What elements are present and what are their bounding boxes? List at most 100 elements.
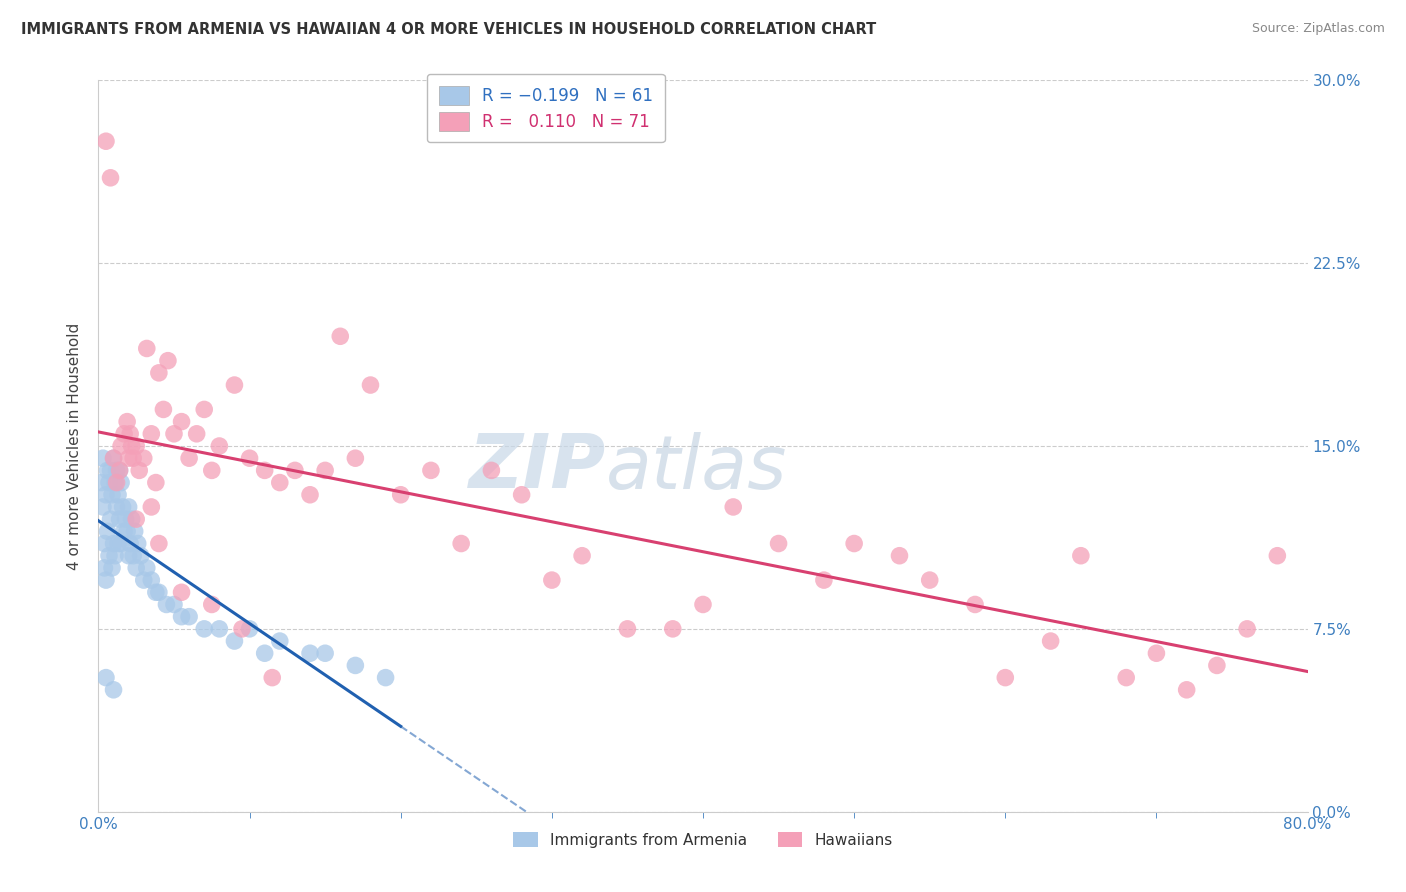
Point bbox=[90, 475, 112, 490]
Text: ZIP: ZIP bbox=[470, 432, 606, 505]
Point bbox=[148, 366, 170, 380]
Point bbox=[179, 609, 201, 624]
Point bbox=[94, 573, 117, 587]
Point bbox=[128, 463, 150, 477]
Point bbox=[208, 622, 231, 636]
Point bbox=[155, 598, 177, 612]
Point bbox=[120, 426, 142, 441]
Point bbox=[193, 622, 215, 636]
Point bbox=[121, 512, 143, 526]
Point bbox=[1070, 549, 1092, 563]
Point bbox=[692, 598, 714, 612]
Point bbox=[813, 573, 835, 587]
Point bbox=[201, 463, 224, 477]
Point bbox=[510, 488, 533, 502]
Point bbox=[110, 475, 132, 490]
Point bbox=[768, 536, 790, 550]
Point bbox=[105, 475, 128, 490]
Point bbox=[108, 463, 131, 477]
Point bbox=[122, 451, 145, 466]
Point bbox=[918, 573, 941, 587]
Point bbox=[224, 378, 246, 392]
Point bbox=[141, 573, 163, 587]
Point bbox=[224, 634, 246, 648]
Point bbox=[1267, 549, 1289, 563]
Point bbox=[314, 463, 336, 477]
Point bbox=[100, 170, 122, 185]
Point bbox=[118, 451, 141, 466]
Point bbox=[91, 500, 114, 514]
Point bbox=[208, 439, 231, 453]
Point bbox=[129, 549, 152, 563]
Point bbox=[135, 561, 157, 575]
Point bbox=[148, 585, 170, 599]
Point bbox=[661, 622, 683, 636]
Text: Source: ZipAtlas.com: Source: ZipAtlas.com bbox=[1251, 22, 1385, 36]
Point bbox=[481, 463, 503, 477]
Point bbox=[239, 451, 262, 466]
Point bbox=[100, 463, 122, 477]
Point bbox=[1236, 622, 1258, 636]
Point bbox=[107, 536, 129, 550]
Point bbox=[262, 671, 284, 685]
Point bbox=[420, 463, 443, 477]
Point bbox=[179, 451, 201, 466]
Point bbox=[112, 426, 135, 441]
Point bbox=[329, 329, 352, 343]
Point bbox=[108, 463, 131, 477]
Point bbox=[193, 402, 215, 417]
Point bbox=[450, 536, 472, 550]
Text: IMMIGRANTS FROM ARMENIA VS HAWAIIAN 4 OR MORE VEHICLES IN HOUSEHOLD CORRELATION : IMMIGRANTS FROM ARMENIA VS HAWAIIAN 4 OR… bbox=[21, 22, 876, 37]
Point bbox=[571, 549, 593, 563]
Point bbox=[101, 561, 124, 575]
Point bbox=[163, 426, 186, 441]
Point bbox=[1115, 671, 1137, 685]
Point bbox=[314, 646, 336, 660]
Point bbox=[239, 622, 262, 636]
Point bbox=[125, 512, 148, 526]
Point bbox=[103, 451, 125, 466]
Point bbox=[148, 536, 170, 550]
Point bbox=[889, 549, 911, 563]
Point bbox=[299, 488, 322, 502]
Point bbox=[1039, 634, 1062, 648]
Point bbox=[723, 500, 745, 514]
Point bbox=[104, 549, 127, 563]
Point bbox=[374, 671, 396, 685]
Point bbox=[115, 524, 138, 539]
Point bbox=[145, 475, 167, 490]
Point bbox=[96, 463, 118, 477]
Point bbox=[114, 512, 136, 526]
Point bbox=[110, 536, 132, 550]
Point bbox=[93, 561, 115, 575]
Point bbox=[98, 475, 121, 490]
Point bbox=[540, 573, 562, 587]
Point bbox=[360, 378, 382, 392]
Point bbox=[127, 536, 149, 550]
Point bbox=[121, 439, 143, 453]
Point bbox=[112, 524, 135, 539]
Point bbox=[186, 426, 208, 441]
Point bbox=[141, 500, 163, 514]
Point bbox=[101, 488, 124, 502]
Point bbox=[103, 536, 125, 550]
Point bbox=[994, 671, 1017, 685]
Point bbox=[98, 549, 121, 563]
Point bbox=[105, 500, 128, 514]
Point bbox=[118, 500, 141, 514]
Point bbox=[94, 134, 117, 148]
Point bbox=[103, 682, 125, 697]
Point bbox=[284, 463, 307, 477]
Point bbox=[1206, 658, 1229, 673]
Point bbox=[107, 488, 129, 502]
Point bbox=[132, 451, 155, 466]
Point bbox=[344, 451, 367, 466]
Point bbox=[616, 622, 638, 636]
Point bbox=[170, 585, 193, 599]
Point bbox=[170, 415, 193, 429]
Point bbox=[135, 342, 157, 356]
Point bbox=[94, 671, 117, 685]
Point bbox=[105, 463, 128, 477]
Point bbox=[1146, 646, 1168, 660]
Point bbox=[96, 524, 118, 539]
